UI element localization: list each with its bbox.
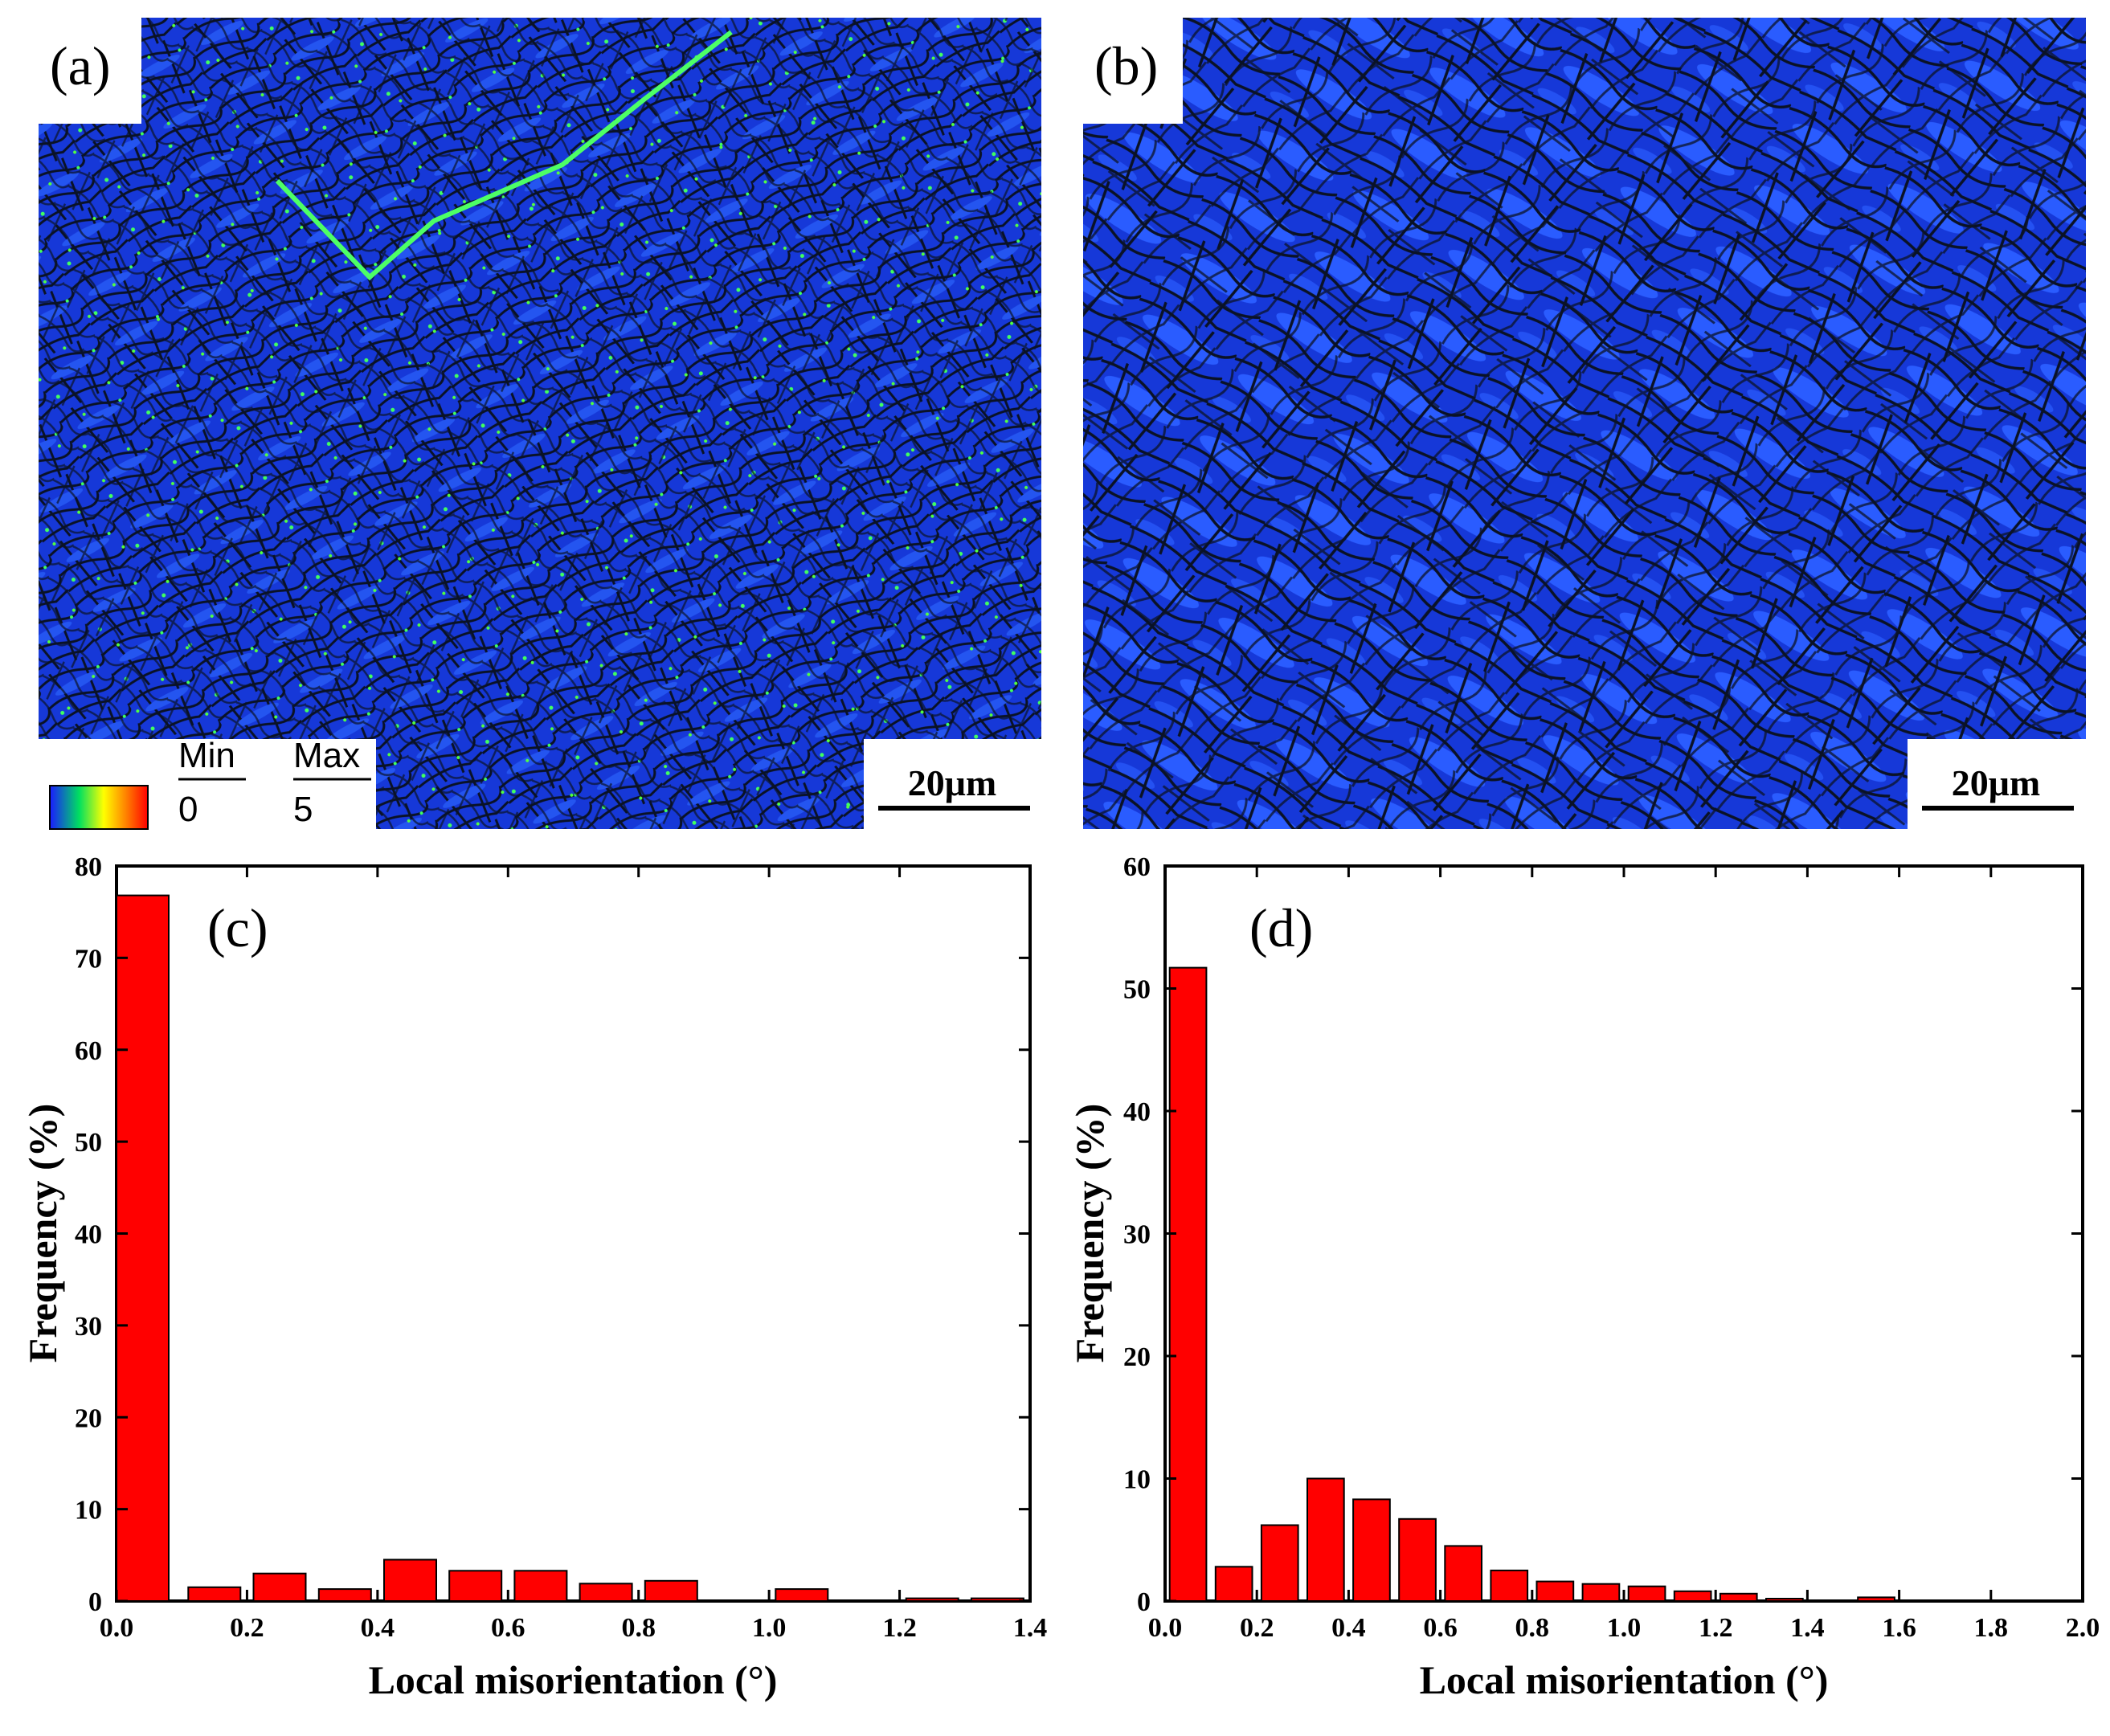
legend-max-label: Max [293,736,360,775]
map-b-label-box [1083,18,1183,124]
map-a-label: (a) [50,35,110,96]
chart-d-y-tick-label: 40 [1123,1097,1151,1127]
chart-c-x-tick-label: 1.2 [882,1613,917,1643]
chart-d-x-tick-label: 0.2 [1240,1613,1274,1643]
chart-d-x-axis: 0.0 0.2 0.4 0.6 0.8 1.0 1.2 1.4 1.6 1.8 2.0 [1148,866,2100,1643]
chart-d-bar [1306,1477,1345,1602]
chart-d-y-tick-label: 0 [1137,1587,1151,1617]
chart-c-y-tick-label: 40 [75,1220,102,1250]
chart-d-bar [1398,1517,1437,1603]
chart-c-bar [448,1570,503,1603]
chart-d-bar [1490,1569,1529,1603]
chart-d-bar [1168,966,1208,1602]
chart-d-x-tick-label: 1.2 [1699,1613,1733,1643]
chart-d-bar [1535,1580,1575,1602]
chart-d-x-tick-label: 0.0 [1148,1613,1183,1643]
chart-d-ylabel: Frequency (%) [1067,1104,1112,1363]
chart-d-bar [1857,1596,1895,1603]
chart-c-y-tick-label: 70 [75,944,102,974]
map-a: (a) Min 0 Max 5 20μm [39,18,1041,830]
chart-c-bar [252,1572,307,1602]
chart-c-bar [317,1588,372,1602]
chart-d-x-tick-label: 1.0 [1607,1613,1642,1643]
chart-c-xlabel: Local misorientation (°) [369,1657,778,1702]
legend-min-label: Min [178,736,235,775]
chart-c-y-tick-label: 80 [75,852,102,882]
legend-min-value: 0 [178,790,198,829]
chart-d-bar [1765,1598,1804,1602]
chart-d-y-tick-label: 20 [1123,1342,1151,1372]
map-b-label: (b) [1094,35,1158,96]
chart-c-x-axis: 0.0 0.2 0.4 0.6 0.8 1.0 1.2 1.4 [100,866,1048,1643]
chart-d-bar [1719,1592,1758,1603]
chart-c-y-tick-label: 50 [75,1128,102,1158]
chart-d-y-axis: 0 10 20 30 40 50 60 [1123,852,2083,1617]
chart-d-bar [1627,1585,1666,1602]
chart-c-ylabel: Frequency (%) [20,1104,65,1363]
map-a-label-box [39,18,141,124]
chart-c-bar [383,1558,437,1602]
chart-d-bar [1260,1524,1299,1602]
map-a-texture-overlay [39,18,1041,829]
chart-c-y-axis: 0 10 20 30 40 50 60 70 80 [75,852,1030,1617]
chart-c-bar [579,1583,633,1603]
chart-d: 0 10 20 30 40 50 60 0.0 0.2 0.4 0.6 0.8 1.0 1.2 1.4 1.… [1067,852,2100,1702]
chart-c-y-tick-label: 30 [75,1312,102,1342]
chart-c-y-tick-label: 0 [88,1587,102,1617]
scale-bar-label-b: 20μm [1952,762,2040,803]
chart-d-label: (d) [1249,897,1313,958]
chart-c-bar [187,1586,242,1603]
colormap-legend-bar [49,785,149,830]
chart-c: 0 10 20 30 40 50 60 70 80 0.0 0.2 0.4 0.6 0.8 1.0 1.2 1… [20,852,1047,1702]
chart-d-xlabel: Local misorientation (°) [1420,1657,1829,1702]
chart-c-x-tick-label: 0.4 [361,1613,395,1643]
chart-d-bar [1214,1566,1253,1603]
chart-c-bar [513,1570,568,1603]
chart-c-x-tick-label: 0.2 [230,1613,264,1643]
chart-d-y-tick-label: 60 [1123,852,1151,882]
chart-c-x-tick-label: 0.0 [100,1613,134,1643]
map-b-texture-overlay [1083,18,2086,829]
chart-d-y-tick-label: 10 [1123,1465,1151,1495]
scale-bar-label-a: 20μm [908,762,996,803]
chart-c-x-tick-label: 0.8 [621,1613,656,1643]
chart-d-frame [1163,864,2084,1603]
chart-d-y-tick-label: 30 [1123,1220,1151,1250]
chart-c-bar [775,1588,829,1602]
chart-d-x-tick-label: 0.6 [1423,1613,1458,1643]
scale-bar-box-b [1908,739,2086,829]
map-a-grain-boundary-highlight [275,30,733,281]
chart-c-y-tick-label: 60 [75,1036,102,1066]
legend-max-value: 5 [293,790,313,829]
chart-d-bar [1352,1498,1391,1603]
chart-c-y-tick-label: 10 [75,1496,102,1526]
chart-c-bar [116,894,170,1602]
chart-d-x-tick-label: 1.6 [1882,1613,1916,1643]
chart-d-bar [1673,1590,1712,1603]
chart-c-label: (c) [207,897,268,958]
chart-c-y-tick-label: 20 [75,1403,102,1433]
chart-d-x-tick-label: 2.0 [2066,1613,2100,1643]
chart-d-bar [1581,1583,1621,1602]
chart-c-x-tick-label: 0.6 [491,1613,525,1643]
chart-c-x-tick-label: 1.4 [1013,1613,1048,1643]
chart-d-bar [1444,1545,1483,1603]
chart-c-bar [905,1597,959,1602]
chart-c-bars [116,894,1024,1603]
chart-c-x-tick-label: 1.0 [752,1613,787,1643]
chart-d-y-tick-label: 50 [1123,975,1151,1005]
chart-d-bars [1168,966,1895,1603]
chart-c-bar [970,1597,1024,1602]
chart-d-x-tick-label: 1.8 [1974,1613,2009,1643]
chart-d-x-tick-label: 0.4 [1331,1613,1366,1643]
chart-c-bar [644,1579,698,1603]
scale-bar-box-a [864,739,1041,829]
chart-d-x-tick-label: 0.8 [1515,1613,1550,1643]
chart-c-frame [115,864,1032,1603]
chart-d-x-tick-label: 1.4 [1790,1613,1825,1643]
map-b: (b) 20μm [1083,18,2086,829]
